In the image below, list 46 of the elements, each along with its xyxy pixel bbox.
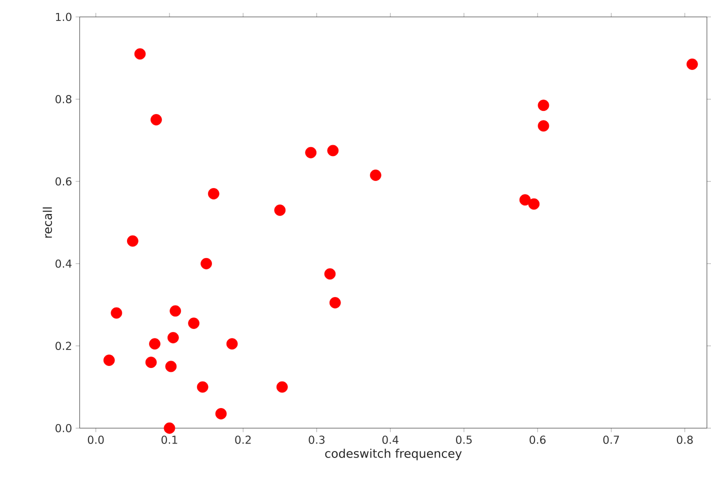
point: [149, 338, 160, 350]
x-tick-label: 0.0: [88, 436, 104, 444]
point: [167, 332, 179, 344]
x-tick-label: 0.3: [308, 436, 325, 444]
point: [538, 120, 550, 132]
y-tick-label: 1.0: [56, 12, 72, 22]
point: [226, 338, 238, 350]
point: [276, 381, 288, 393]
point: [165, 360, 177, 372]
y-tick-label: 0.4: [56, 260, 72, 268]
y-tick-label: 0.0: [56, 424, 72, 432]
y-tick-label: 0.8: [56, 95, 72, 104]
point: [188, 318, 200, 330]
point: [134, 48, 146, 60]
point: [538, 100, 550, 112]
y-tick-label: 0.6: [56, 177, 72, 186]
x-tick-label: 0.7: [603, 436, 619, 444]
point: [200, 258, 212, 270]
point: [150, 114, 162, 126]
y-tick-label: 0.2: [56, 342, 72, 350]
x-tick-label: 0.2: [235, 436, 251, 444]
point: [145, 356, 157, 368]
x-tick-label: 0.1: [162, 436, 178, 444]
point: [327, 144, 339, 156]
point: [519, 194, 531, 206]
point: [528, 198, 540, 210]
point: [196, 381, 208, 393]
point: [324, 268, 336, 280]
x-tick-label: 0.6: [530, 436, 546, 444]
x-tick-label: 0.5: [456, 436, 472, 444]
point: [215, 408, 227, 420]
point: [686, 58, 698, 70]
x-tick-label: 0.8: [676, 436, 693, 444]
point: [164, 422, 176, 434]
x-axis-title: codeswitch frequencey: [325, 448, 462, 460]
x-tick-label: 0.4: [382, 436, 398, 444]
point: [126, 235, 138, 247]
point: [103, 354, 115, 366]
point: [305, 147, 317, 158]
point: [370, 170, 382, 181]
y-axis-title: recall: [42, 207, 52, 238]
point: [329, 297, 341, 308]
point: [208, 188, 220, 200]
point: [110, 307, 122, 319]
point: [274, 204, 286, 216]
point: [170, 305, 182, 317]
